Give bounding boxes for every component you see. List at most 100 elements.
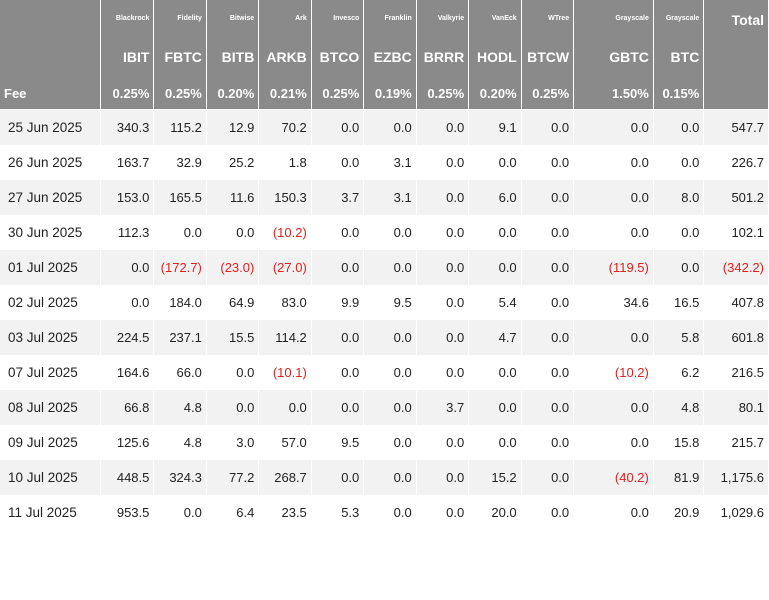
flow-cell: 0.0 [416, 495, 470, 530]
flow-cell: 163.7 [100, 145, 155, 180]
flow-cell: 4.8 [653, 390, 705, 425]
flow-cell: 0.0 [521, 460, 575, 495]
flow-cell: 0.0 [416, 355, 470, 390]
flow-cell: 953.5 [100, 495, 155, 530]
total-cell: 215.7 [704, 425, 769, 460]
date-cell: 07 Jul 2025 [0, 355, 101, 390]
flow-cell: 81.9 [653, 460, 705, 495]
fee-cell: 1.50% [574, 77, 654, 110]
flow-cell: 0.0 [521, 390, 575, 425]
flow-cell: 448.5 [100, 460, 155, 495]
flow-cell: 0.0 [521, 180, 575, 215]
flow-cell: 20.9 [653, 495, 705, 530]
flow-cell: 324.3 [154, 460, 207, 495]
issuer-header: Grayscale [574, 0, 654, 36]
header-corner-cell [0, 0, 101, 36]
flow-cell: 0.0 [416, 425, 470, 460]
flow-cell: 0.0 [100, 285, 155, 320]
flow-cell: 184.0 [154, 285, 207, 320]
flow-cell: (10.1) [259, 355, 312, 390]
flow-cell: 0.0 [521, 215, 575, 250]
flow-cell: 0.0 [574, 320, 654, 355]
flow-cell: 11.6 [206, 180, 260, 215]
fee-cell: 0.25% [100, 77, 155, 110]
flow-cell: 0.0 [469, 355, 522, 390]
flow-cell: 0.0 [416, 110, 470, 145]
flow-cell: 0.0 [416, 215, 470, 250]
flow-cell: 0.0 [469, 390, 522, 425]
flow-cell: 1.8 [259, 145, 312, 180]
date-cell: 02 Jul 2025 [0, 285, 101, 320]
flow-cell: 0.0 [521, 145, 575, 180]
flow-cell: 77.2 [206, 460, 260, 495]
flow-cell: 0.0 [521, 320, 575, 355]
flow-cell: 0.0 [574, 145, 654, 180]
flow-cell: (23.0) [206, 250, 260, 285]
flow-cell: 0.0 [311, 355, 365, 390]
flow-cell: 15.2 [469, 460, 522, 495]
fee-total-blank [704, 77, 769, 110]
flow-cell: 3.7 [311, 180, 365, 215]
flow-cell: 0.0 [653, 215, 705, 250]
ticker-header: IBIT [100, 36, 155, 77]
total-cell: 601.8 [704, 320, 769, 355]
issuer-header: Bitwise [206, 0, 260, 36]
flow-cell: 0.0 [416, 460, 470, 495]
issuer-row: Blackrock Fidelity Bitwise Ark Invesco Frankl… [0, 0, 769, 36]
flow-cell: 3.7 [416, 390, 470, 425]
issuer-header: Franklin [364, 0, 417, 36]
flow-cell: 0.0 [521, 495, 575, 530]
ticker-header: BTCW [521, 36, 575, 77]
flow-cell: 5.8 [653, 320, 705, 355]
flow-cell: 9.9 [311, 285, 365, 320]
table-row: 25 Jun 2025 340.3 115.2 12.9 70.2 0.0 0.0 0.0 9.… [0, 110, 769, 145]
flow-cell: 0.0 [574, 110, 654, 145]
date-cell: 03 Jul 2025 [0, 320, 101, 355]
flow-cell: 0.0 [469, 145, 522, 180]
flow-cell: 0.0 [469, 250, 522, 285]
flow-cell: 0.0 [469, 425, 522, 460]
table-row: 26 Jun 2025 163.7 32.9 25.2 1.8 0.0 3.1 0.0 0.0 0… [0, 145, 769, 180]
fee-cell: 0.25% [311, 77, 365, 110]
flow-cell: 112.3 [100, 215, 155, 250]
date-cell: 27 Jun 2025 [0, 180, 101, 215]
ticker-total-blank [704, 36, 769, 77]
flow-cell: 9.5 [311, 425, 365, 460]
flow-cell: 0.0 [311, 215, 365, 250]
flow-cell: (172.7) [154, 250, 207, 285]
flow-cell: 0.0 [574, 495, 654, 530]
flow-cell: 25.2 [206, 145, 260, 180]
total-cell: (342.2) [704, 250, 769, 285]
flow-cell: 32.9 [154, 145, 207, 180]
flow-cell: 34.6 [574, 285, 654, 320]
flow-cell: 8.0 [653, 180, 705, 215]
flow-cell: 268.7 [259, 460, 312, 495]
issuer-header: Invesco [311, 0, 365, 36]
date-cell: 10 Jul 2025 [0, 460, 101, 495]
flow-cell: 0.0 [521, 285, 575, 320]
flow-cell: 64.9 [206, 285, 260, 320]
flow-cell: 57.0 [259, 425, 312, 460]
flow-cell: 16.5 [653, 285, 705, 320]
flow-cell: 164.6 [100, 355, 155, 390]
ticker-header: FBTC [154, 36, 207, 77]
flow-cell: 0.0 [574, 180, 654, 215]
fee-cell: 0.20% [206, 77, 260, 110]
ticker-header: ARKB [259, 36, 312, 77]
issuer-header: Valkyrie [416, 0, 470, 36]
flow-cell: 5.3 [311, 495, 365, 530]
issuer-header: WTree [521, 0, 575, 36]
flow-cell: 9.5 [364, 285, 417, 320]
issuer-header: Blackrock [100, 0, 155, 36]
flow-cell: 0.0 [154, 495, 207, 530]
fee-cell: 0.25% [521, 77, 575, 110]
total-cell: 102.1 [704, 215, 769, 250]
flow-cell: 0.0 [206, 390, 260, 425]
flow-cell: 0.0 [206, 355, 260, 390]
flow-cell: 4.7 [469, 320, 522, 355]
flow-cell: 150.3 [259, 180, 312, 215]
flow-cell: 6.2 [653, 355, 705, 390]
table-row: 08 Jul 2025 66.8 4.8 0.0 0.0 0.0 0.0 3.7 0.0 0.0 0… [0, 390, 769, 425]
flow-cell: 3.1 [364, 180, 417, 215]
flow-cell: 83.0 [259, 285, 312, 320]
